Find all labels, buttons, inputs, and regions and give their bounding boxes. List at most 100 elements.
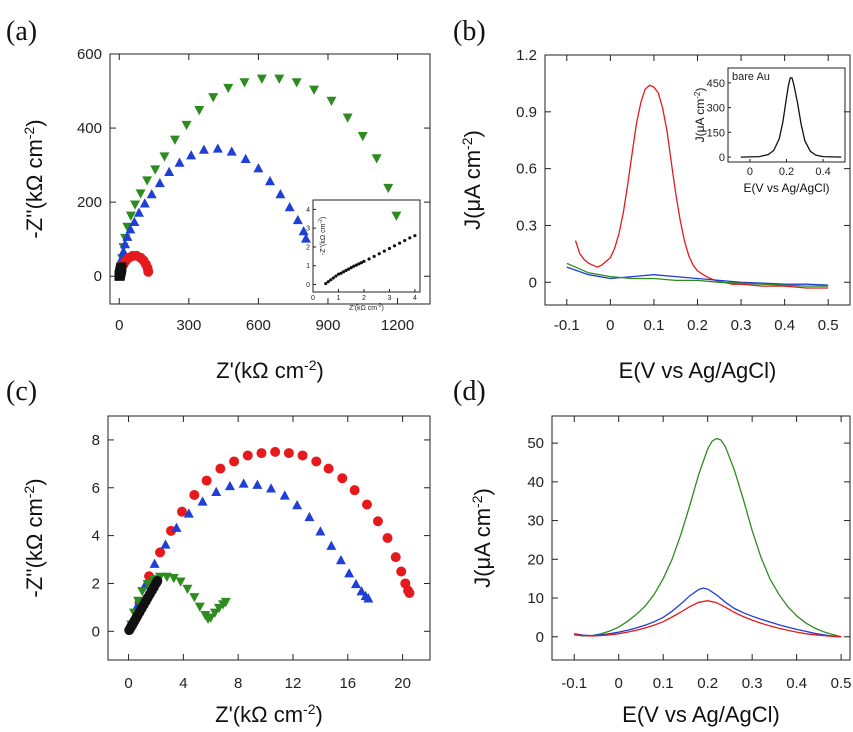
data-point xyxy=(168,573,179,584)
x-tick-label: 600 xyxy=(246,317,271,334)
inset-data-point xyxy=(349,265,353,270)
x-tick-label: 0.1 xyxy=(653,675,674,692)
inset-data-point xyxy=(326,280,330,284)
data-point xyxy=(292,214,303,225)
data-point xyxy=(137,587,148,597)
data-point xyxy=(361,499,372,510)
y-tick-label: 0 xyxy=(94,268,102,285)
data-point xyxy=(239,78,250,88)
x-tick-label: -0.1 xyxy=(561,675,587,692)
inset-x-tick-label: 0 xyxy=(311,295,315,302)
y-tick-label: 600 xyxy=(77,46,102,63)
inset-x-tick-label: 0.2 xyxy=(779,166,794,178)
x-tick-label: 0 xyxy=(606,317,614,334)
y-tick-label: 2 xyxy=(92,575,100,592)
data-point xyxy=(337,473,348,484)
series-blue xyxy=(131,478,374,611)
inset-x-tick-label: 3 xyxy=(387,295,391,302)
data-point xyxy=(356,586,367,596)
data-point xyxy=(171,522,182,532)
y-tick-label: 400 xyxy=(77,120,102,137)
inset-data-point xyxy=(352,264,356,268)
series-line-green xyxy=(574,437,842,638)
inset-data-point xyxy=(324,281,328,286)
data-point xyxy=(135,189,146,199)
inset-y-axis-label: J(μA cm-2) xyxy=(693,88,708,143)
series-red xyxy=(574,600,842,638)
data-point xyxy=(279,490,290,500)
data-point xyxy=(205,613,216,623)
inset-data-point xyxy=(336,272,341,276)
data-point xyxy=(311,456,322,467)
data-point xyxy=(342,113,353,123)
data-point xyxy=(146,188,157,199)
data-point xyxy=(183,508,194,518)
y-tick-label: 4 xyxy=(92,528,100,545)
chart-panel-4: (d) -0.1 0 0.1 0.2 0.3 0.4 0.5 0 10 20 30 40 50 E(V vs… xyxy=(453,376,852,727)
data-point xyxy=(125,224,136,234)
data-point xyxy=(215,463,226,474)
data-point xyxy=(197,496,208,506)
panel-label: (c) xyxy=(6,376,37,407)
data-point xyxy=(382,533,393,543)
x-tick-label: 0.4 xyxy=(786,675,807,692)
inset-frame xyxy=(312,199,421,293)
x-tick-label: 12 xyxy=(285,675,302,692)
data-point xyxy=(291,78,302,88)
x-tick-label: 0.5 xyxy=(818,317,839,334)
inset-y-tick-label: 0 xyxy=(306,282,310,289)
inset-data-point xyxy=(392,244,397,248)
x-axis-label: E(V vs Ag/AgCl) xyxy=(622,702,780,727)
inset-data-point xyxy=(341,270,346,274)
y-tick-label: 0.6 xyxy=(516,161,537,178)
data-point xyxy=(223,83,234,94)
chart-panel-3: (c) 0 4 8 12 16 20 0 2 4 6 8 Z'(kΩ cm-2) -Z''(kΩ cm-2… xyxy=(6,376,431,727)
x-tick-label: 0 xyxy=(115,317,123,334)
plot-frame xyxy=(551,415,851,661)
x-tick-label: 8 xyxy=(234,675,242,692)
data-point xyxy=(181,120,192,131)
data-point xyxy=(253,163,264,173)
data-point xyxy=(274,74,285,84)
x-tick-label: 0.5 xyxy=(831,675,852,692)
x-axis-label: Z'(kΩ cm-2) xyxy=(216,357,324,383)
data-point xyxy=(323,463,334,474)
x-tick-label: 0 xyxy=(615,675,623,692)
y-tick-label: 20 xyxy=(527,551,544,568)
plot-area xyxy=(124,446,415,636)
x-tick-label: -0.1 xyxy=(554,317,580,334)
inset-chart: 0 0.2 0.4 0 150 300 450 bare Au E(V vs Ag/AgCl) J… xyxy=(693,67,846,195)
y-axis-label: -Z''(kΩ cm-2) xyxy=(21,478,47,597)
inset-data-point xyxy=(403,238,407,243)
data-point xyxy=(383,183,394,194)
data-point xyxy=(326,96,337,107)
data-point xyxy=(298,226,309,236)
series-green xyxy=(574,437,842,638)
data-point xyxy=(292,499,303,510)
plot-area xyxy=(566,84,829,289)
data-point xyxy=(189,489,200,500)
y-tick-label: 0 xyxy=(536,629,544,646)
data-point xyxy=(315,526,326,536)
data-point xyxy=(189,593,200,603)
data-point xyxy=(297,450,308,461)
y-tick-label: 30 xyxy=(527,513,544,530)
y-axis-label: J(μA cm-2) xyxy=(469,488,495,588)
series-line-blue xyxy=(566,266,829,286)
y-tick-label: 40 xyxy=(527,474,544,491)
data-point xyxy=(129,216,140,227)
y-tick-label: 0.3 xyxy=(516,217,537,234)
data-point xyxy=(275,188,286,199)
data-point xyxy=(404,588,415,599)
x-tick-label: 300 xyxy=(176,317,201,334)
data-point xyxy=(142,176,153,186)
data-point xyxy=(344,568,355,578)
inset-data-point xyxy=(413,234,417,238)
inset-data-point xyxy=(334,274,338,278)
data-point xyxy=(372,516,383,527)
plot-area xyxy=(114,74,402,281)
y-tick-label: 0 xyxy=(92,623,100,640)
data-point xyxy=(150,165,161,175)
inset-data-point xyxy=(387,246,392,251)
